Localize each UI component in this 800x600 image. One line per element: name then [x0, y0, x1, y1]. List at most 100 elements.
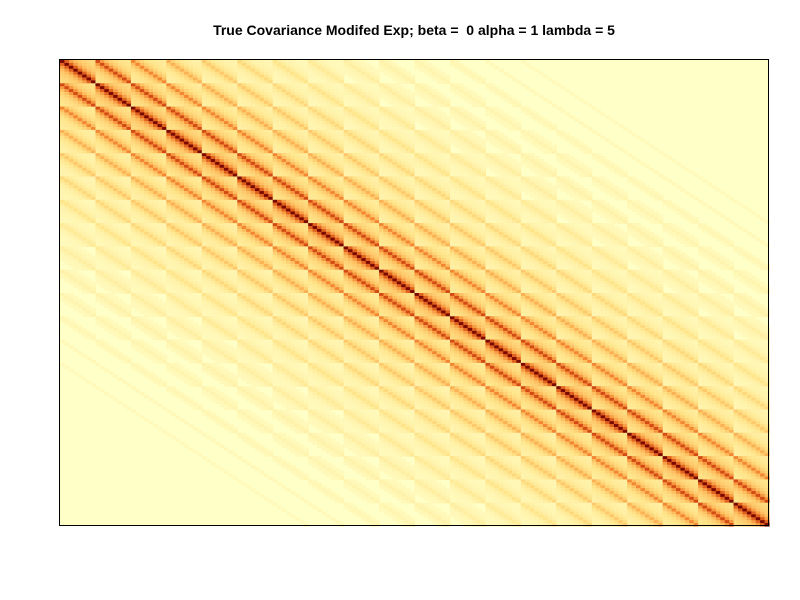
heatmap-cell	[552, 80, 557, 84]
heatmap-cell	[454, 92, 459, 96]
heatmap-cell	[556, 159, 561, 163]
heatmap-cell	[477, 104, 482, 108]
heatmap-cell	[698, 177, 703, 181]
heatmap-cell	[725, 194, 730, 198]
heatmap-cell	[680, 165, 685, 169]
heatmap-cell	[596, 110, 601, 114]
heatmap-cell	[534, 118, 539, 122]
heatmap-cell	[609, 118, 614, 122]
heatmap-cell	[685, 191, 690, 195]
heatmap-cell	[556, 107, 561, 111]
heatmap-cell	[503, 72, 508, 76]
heatmap-cell	[592, 182, 597, 186]
heatmap-cell	[490, 115, 495, 119]
heatmap-cells	[60, 60, 770, 527]
heatmap-cell	[570, 194, 575, 198]
heatmap-cell	[344, 72, 349, 76]
heatmap-cell	[543, 174, 548, 178]
heatmap-cell	[552, 104, 557, 108]
heatmap-cell	[667, 156, 672, 160]
heatmap-cell	[423, 98, 428, 102]
heatmap-cell	[525, 165, 530, 169]
heatmap-cell	[468, 101, 473, 105]
heatmap-cell	[454, 66, 459, 70]
heatmap-cell	[441, 104, 446, 108]
heatmap-cell	[574, 118, 579, 122]
heatmap-cell	[605, 115, 610, 119]
heatmap-cell	[499, 121, 504, 125]
heatmap-cell	[618, 124, 623, 128]
heatmap-cell	[379, 69, 384, 73]
heatmap-cell	[547, 127, 552, 131]
heatmap-cell	[481, 104, 486, 108]
heatmap-cell	[432, 77, 437, 81]
heatmap-cell	[614, 171, 619, 175]
heatmap-cell	[672, 182, 677, 186]
heatmap-cell	[565, 112, 570, 116]
heatmap-cell	[565, 139, 570, 143]
heatmap-cell	[658, 174, 663, 178]
heatmap-cell	[459, 147, 464, 151]
heatmap-cell	[508, 75, 513, 79]
heatmap-cell	[547, 174, 552, 178]
heatmap-cell	[441, 80, 446, 84]
heatmap-cell	[463, 98, 468, 102]
heatmap-cell	[512, 150, 517, 154]
heatmap-cell	[574, 171, 579, 175]
heatmap-cell	[499, 147, 504, 151]
heatmap-cell	[601, 188, 606, 192]
heatmap-cell	[459, 95, 464, 99]
heatmap-cell	[423, 124, 428, 128]
heatmap-cell	[516, 80, 521, 84]
heatmap-cell	[672, 159, 677, 163]
heatmap-cell	[609, 168, 614, 172]
heatmap-cell	[623, 127, 628, 131]
heatmap-cell	[525, 63, 530, 67]
heatmap-cell	[649, 194, 654, 198]
heatmap-cell	[512, 127, 517, 131]
heatmap-cell	[530, 168, 535, 172]
heatmap-cell	[516, 104, 521, 108]
heatmap-cell	[645, 165, 650, 169]
heatmap-cell	[472, 104, 477, 108]
heatmap-cell	[477, 127, 482, 131]
heatmap-cell	[415, 92, 420, 96]
heatmap-cell	[463, 124, 468, 128]
heatmap-cell	[645, 191, 650, 195]
heatmap-cell	[596, 185, 601, 189]
heatmap-cell	[601, 162, 606, 166]
heatmap-cell	[419, 69, 424, 73]
heatmap-cell	[406, 80, 411, 84]
heatmap-cell	[437, 104, 442, 108]
heatmap-cell	[508, 127, 513, 131]
heatmap-cell	[570, 168, 575, 172]
heatmap-cell	[654, 171, 659, 175]
heatmap-cell	[348, 75, 353, 79]
heatmap-cell	[539, 121, 544, 125]
heatmap-cell	[481, 80, 486, 84]
heatmap-cell	[561, 86, 566, 90]
heatmap-cell	[428, 101, 433, 105]
heatmap-cell	[570, 142, 575, 146]
heatmap-cell	[556, 83, 561, 87]
heatmap-cell	[578, 121, 583, 125]
heatmap-cell	[636, 185, 641, 189]
heatmap-cell	[561, 136, 566, 140]
heatmap-cell	[477, 80, 482, 84]
heatmap-cell	[574, 144, 579, 148]
heatmap-cell	[632, 182, 637, 186]
heatmap-cell	[614, 144, 619, 148]
heatmap-cell	[534, 144, 539, 148]
heatmap-cell	[689, 171, 694, 175]
heatmap-cell	[450, 115, 455, 119]
heatmap-cell	[587, 174, 592, 178]
heatmap-cell	[654, 147, 659, 151]
heatmap-cell	[592, 156, 597, 160]
heatmap-cell	[388, 75, 393, 79]
heatmap-cell	[689, 194, 694, 198]
heatmap-cell	[627, 179, 632, 183]
heatmap-cell	[587, 150, 592, 154]
heatmap-cell	[618, 147, 623, 151]
heatmap-cell	[534, 171, 539, 175]
